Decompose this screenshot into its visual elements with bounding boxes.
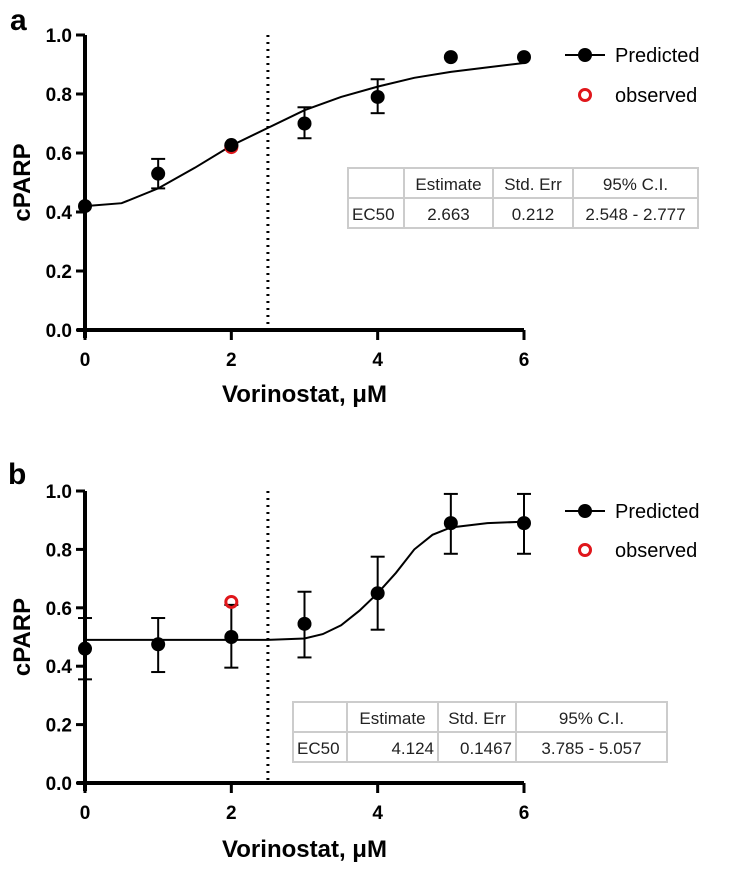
predicted-point <box>370 89 385 104</box>
y-tick-label: 0.4 <box>46 203 73 224</box>
x-tick-label: 6 <box>519 803 530 824</box>
y-axis-label: cPARP <box>9 143 36 221</box>
chart-panel-a: a 0.0 0.2 0.4 0.6 0.8 1.0 0 2 4 6 Vorinostat, μM cPA… <box>9 4 700 408</box>
table-cell: 2.663 <box>427 205 470 224</box>
table-cell: 0.212 <box>512 205 555 224</box>
y-tick-label: 1.0 <box>46 482 72 503</box>
y-tick-label: 0.0 <box>46 321 72 342</box>
table-cell: EC50 <box>297 739 340 758</box>
table-header: Estimate <box>359 709 425 728</box>
table-header: Std. Err <box>448 709 506 728</box>
chart-panel-b: b 0.0 0.2 0.4 0.6 0.8 1.0 0 2 4 6 Vorinostat, μM cPA… <box>8 458 700 863</box>
y-axis-label: cPARP <box>9 598 36 676</box>
table-cell: 4.124 <box>391 739 434 758</box>
table-cell: 2.548 - 2.777 <box>585 205 685 224</box>
table-cell: EC50 <box>352 205 395 224</box>
y-tick-label: 0.6 <box>46 599 72 620</box>
ec50-table: EC50 Estimate 2.663 Std. Err 0.212 95% C.I. 2.… <box>347 167 699 229</box>
x-tick-label: 0 <box>80 803 91 824</box>
x-tick-label: 0 <box>80 350 91 371</box>
y-tick-label: 0.0 <box>46 774 72 795</box>
predicted-point <box>370 586 385 601</box>
x-tick-label: 6 <box>519 350 530 371</box>
x-tick-label: 4 <box>372 803 383 824</box>
y-tick-label: 0.2 <box>46 262 72 283</box>
predicted-point <box>297 616 312 631</box>
predicted-point <box>517 50 531 65</box>
predicted-point <box>297 116 312 131</box>
legend-label-predicted: Predicted <box>615 501 700 523</box>
table-header: 95% C.I. <box>603 175 668 194</box>
legend: Predicted observed <box>565 45 700 107</box>
x-axis-label: Vorinostat, μM <box>222 381 387 408</box>
predicted-point <box>443 50 458 65</box>
predicted-point <box>78 199 92 214</box>
panel-letter: a <box>10 4 27 37</box>
y-tick-label: 0.4 <box>46 657 73 678</box>
predicted-point <box>78 641 92 656</box>
predicted-point <box>151 166 166 181</box>
legend: Predicted observed <box>565 501 700 562</box>
legend-marker-predicted <box>578 504 592 518</box>
table-header: Std. Err <box>504 175 562 194</box>
observed-point <box>224 594 239 609</box>
legend-label-predicted: Predicted <box>615 45 700 67</box>
predicted-point <box>224 138 239 153</box>
panel-letter: b <box>8 458 26 491</box>
table-header: Estimate <box>415 175 481 194</box>
x-axis-label: Vorinostat, μM <box>222 836 387 863</box>
y-tick-label: 0.6 <box>46 144 72 165</box>
x-tick-label: 4 <box>372 350 383 371</box>
legend-marker-observed <box>578 88 592 102</box>
x-tick-label: 2 <box>226 350 237 371</box>
predicted-point <box>224 630 239 644</box>
predicted-point <box>151 637 166 652</box>
legend-marker-observed <box>578 543 592 557</box>
y-tick-label: 0.8 <box>46 540 72 561</box>
y-tick-label: 0.2 <box>46 716 72 737</box>
legend-label-observed: observed <box>615 540 697 562</box>
legend-label-observed: observed <box>615 85 697 107</box>
predicted-point <box>517 516 531 531</box>
ec50-table: EC50 Estimate 4.124 Std. Err 0.1467 95% C.I. 3… <box>292 701 668 763</box>
y-tick-label: 1.0 <box>46 26 72 47</box>
predicted-point <box>443 516 458 531</box>
table-cell: 0.1467 <box>460 739 512 758</box>
legend-marker-predicted <box>578 48 592 62</box>
table-cell: 3.785 - 5.057 <box>541 739 641 758</box>
x-tick-label: 2 <box>226 803 237 824</box>
table-header: 95% C.I. <box>559 709 624 728</box>
fit-curve <box>85 520 525 641</box>
y-tick-label: 0.8 <box>46 85 72 106</box>
